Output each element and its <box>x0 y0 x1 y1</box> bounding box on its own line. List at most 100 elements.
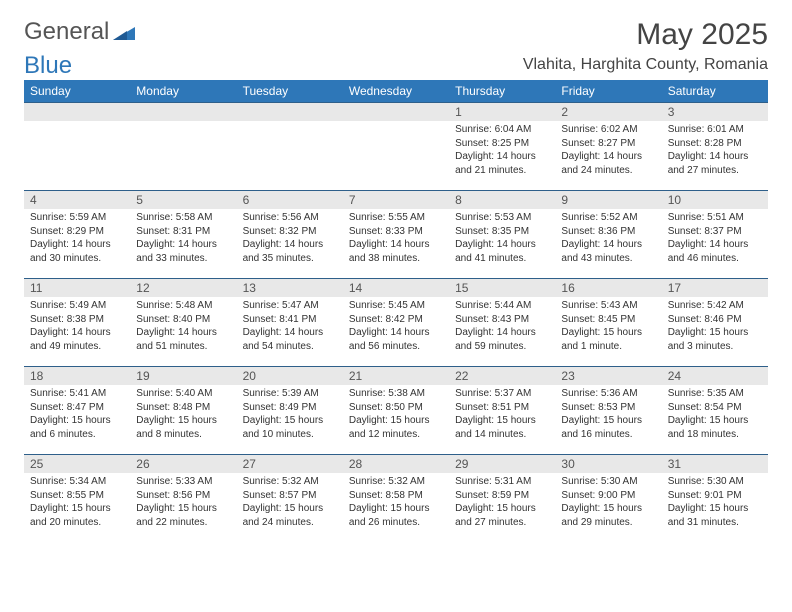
calendar-day-cell: 18Sunrise: 5:41 AMSunset: 8:47 PMDayligh… <box>24 367 130 455</box>
location-text: Vlahita, Harghita County, Romania <box>523 56 768 74</box>
calendar-empty-cell <box>130 103 236 191</box>
day-body: Sunrise: 5:35 AMSunset: 8:54 PMDaylight:… <box>662 385 768 445</box>
day-body: Sunrise: 5:31 AMSunset: 8:59 PMDaylight:… <box>449 473 555 533</box>
calendar-day-cell: 25Sunrise: 5:34 AMSunset: 8:55 PMDayligh… <box>24 455 130 543</box>
day-number: 4 <box>24 191 130 209</box>
day-number: 12 <box>130 279 236 297</box>
day-body: Sunrise: 5:39 AMSunset: 8:49 PMDaylight:… <box>237 385 343 445</box>
calendar-day-cell: 16Sunrise: 5:43 AMSunset: 8:45 PMDayligh… <box>555 279 661 367</box>
calendar-day-cell: 27Sunrise: 5:32 AMSunset: 8:57 PMDayligh… <box>237 455 343 543</box>
day-number: 29 <box>449 455 555 473</box>
calendar-day-cell: 17Sunrise: 5:42 AMSunset: 8:46 PMDayligh… <box>662 279 768 367</box>
day-body: Sunrise: 5:43 AMSunset: 8:45 PMDaylight:… <box>555 297 661 357</box>
calendar-day-cell: 11Sunrise: 5:49 AMSunset: 8:38 PMDayligh… <box>24 279 130 367</box>
calendar-day-cell: 10Sunrise: 5:51 AMSunset: 8:37 PMDayligh… <box>662 191 768 279</box>
calendar-empty-cell <box>24 103 130 191</box>
calendar-day-cell: 15Sunrise: 5:44 AMSunset: 8:43 PMDayligh… <box>449 279 555 367</box>
day-body: Sunrise: 5:59 AMSunset: 8:29 PMDaylight:… <box>24 209 130 269</box>
day-number: 18 <box>24 367 130 385</box>
brand-word2: Blue <box>24 52 72 80</box>
day-body: Sunrise: 6:04 AMSunset: 8:25 PMDaylight:… <box>449 121 555 181</box>
day-number: 3 <box>662 103 768 121</box>
calendar-day-cell: 20Sunrise: 5:39 AMSunset: 8:49 PMDayligh… <box>237 367 343 455</box>
brand-word1: General <box>24 18 109 46</box>
day-number: 14 <box>343 279 449 297</box>
calendar-empty-cell <box>343 103 449 191</box>
day-body: Sunrise: 5:38 AMSunset: 8:50 PMDaylight:… <box>343 385 449 445</box>
calendar-day-cell: 14Sunrise: 5:45 AMSunset: 8:42 PMDayligh… <box>343 279 449 367</box>
day-number: 28 <box>343 455 449 473</box>
calendar-week-row: 4Sunrise: 5:59 AMSunset: 8:29 PMDaylight… <box>24 191 768 279</box>
day-body: Sunrise: 5:34 AMSunset: 8:55 PMDaylight:… <box>24 473 130 533</box>
day-number: 26 <box>130 455 236 473</box>
day-number-empty <box>343 103 449 121</box>
day-number: 27 <box>237 455 343 473</box>
day-number-empty <box>237 103 343 121</box>
day-number: 23 <box>555 367 661 385</box>
day-body: Sunrise: 5:36 AMSunset: 8:53 PMDaylight:… <box>555 385 661 445</box>
weekday-header: Wednesday <box>343 80 449 103</box>
calendar-day-cell: 12Sunrise: 5:48 AMSunset: 8:40 PMDayligh… <box>130 279 236 367</box>
day-body: Sunrise: 6:01 AMSunset: 8:28 PMDaylight:… <box>662 121 768 181</box>
day-body: Sunrise: 5:56 AMSunset: 8:32 PMDaylight:… <box>237 209 343 269</box>
day-body: Sunrise: 5:40 AMSunset: 8:48 PMDaylight:… <box>130 385 236 445</box>
day-body: Sunrise: 6:02 AMSunset: 8:27 PMDaylight:… <box>555 121 661 181</box>
day-body: Sunrise: 5:55 AMSunset: 8:33 PMDaylight:… <box>343 209 449 269</box>
calendar-day-cell: 29Sunrise: 5:31 AMSunset: 8:59 PMDayligh… <box>449 455 555 543</box>
day-body: Sunrise: 5:58 AMSunset: 8:31 PMDaylight:… <box>130 209 236 269</box>
day-body: Sunrise: 5:49 AMSunset: 8:38 PMDaylight:… <box>24 297 130 357</box>
calendar-day-cell: 28Sunrise: 5:32 AMSunset: 8:58 PMDayligh… <box>343 455 449 543</box>
day-number: 11 <box>24 279 130 297</box>
day-body: Sunrise: 5:44 AMSunset: 8:43 PMDaylight:… <box>449 297 555 357</box>
day-body: Sunrise: 5:33 AMSunset: 8:56 PMDaylight:… <box>130 473 236 533</box>
day-number: 22 <box>449 367 555 385</box>
calendar-day-cell: 6Sunrise: 5:56 AMSunset: 8:32 PMDaylight… <box>237 191 343 279</box>
day-body: Sunrise: 5:52 AMSunset: 8:36 PMDaylight:… <box>555 209 661 269</box>
calendar-day-cell: 9Sunrise: 5:52 AMSunset: 8:36 PMDaylight… <box>555 191 661 279</box>
calendar-day-cell: 22Sunrise: 5:37 AMSunset: 8:51 PMDayligh… <box>449 367 555 455</box>
weekday-header: Saturday <box>662 80 768 103</box>
day-number: 16 <box>555 279 661 297</box>
calendar-day-cell: 21Sunrise: 5:38 AMSunset: 8:50 PMDayligh… <box>343 367 449 455</box>
calendar-day-cell: 31Sunrise: 5:30 AMSunset: 9:01 PMDayligh… <box>662 455 768 543</box>
day-number: 31 <box>662 455 768 473</box>
day-number: 21 <box>343 367 449 385</box>
calendar-table: SundayMondayTuesdayWednesdayThursdayFrid… <box>24 80 768 543</box>
logo-triangle-icon <box>113 24 135 40</box>
day-body: Sunrise: 5:51 AMSunset: 8:37 PMDaylight:… <box>662 209 768 269</box>
day-number: 1 <box>449 103 555 121</box>
day-number: 20 <box>237 367 343 385</box>
weekday-header: Thursday <box>449 80 555 103</box>
day-body: Sunrise: 5:32 AMSunset: 8:58 PMDaylight:… <box>343 473 449 533</box>
calendar-empty-cell <box>237 103 343 191</box>
day-number: 19 <box>130 367 236 385</box>
calendar-day-cell: 23Sunrise: 5:36 AMSunset: 8:53 PMDayligh… <box>555 367 661 455</box>
calendar-day-cell: 19Sunrise: 5:40 AMSunset: 8:48 PMDayligh… <box>130 367 236 455</box>
weekday-header: Monday <box>130 80 236 103</box>
weekday-header: Friday <box>555 80 661 103</box>
day-number: 13 <box>237 279 343 297</box>
calendar-day-cell: 7Sunrise: 5:55 AMSunset: 8:33 PMDaylight… <box>343 191 449 279</box>
calendar-week-row: 18Sunrise: 5:41 AMSunset: 8:47 PMDayligh… <box>24 367 768 455</box>
day-number: 8 <box>449 191 555 209</box>
day-body: Sunrise: 5:41 AMSunset: 8:47 PMDaylight:… <box>24 385 130 445</box>
day-body: Sunrise: 5:37 AMSunset: 8:51 PMDaylight:… <box>449 385 555 445</box>
day-number: 15 <box>449 279 555 297</box>
day-body: Sunrise: 5:30 AMSunset: 9:01 PMDaylight:… <box>662 473 768 533</box>
day-number: 5 <box>130 191 236 209</box>
calendar-week-row: 25Sunrise: 5:34 AMSunset: 8:55 PMDayligh… <box>24 455 768 543</box>
calendar-week-row: 1Sunrise: 6:04 AMSunset: 8:25 PMDaylight… <box>24 103 768 191</box>
header: General May 2025 <box>24 18 768 52</box>
calendar-day-cell: 30Sunrise: 5:30 AMSunset: 9:00 PMDayligh… <box>555 455 661 543</box>
day-number: 9 <box>555 191 661 209</box>
day-body: Sunrise: 5:45 AMSunset: 8:42 PMDaylight:… <box>343 297 449 357</box>
day-body: Sunrise: 5:30 AMSunset: 9:00 PMDaylight:… <box>555 473 661 533</box>
day-number: 17 <box>662 279 768 297</box>
calendar-day-cell: 8Sunrise: 5:53 AMSunset: 8:35 PMDaylight… <box>449 191 555 279</box>
month-title: May 2025 <box>636 18 768 52</box>
calendar-day-cell: 1Sunrise: 6:04 AMSunset: 8:25 PMDaylight… <box>449 103 555 191</box>
weekday-header: Tuesday <box>237 80 343 103</box>
calendar-day-cell: 26Sunrise: 5:33 AMSunset: 8:56 PMDayligh… <box>130 455 236 543</box>
day-body: Sunrise: 5:42 AMSunset: 8:46 PMDaylight:… <box>662 297 768 357</box>
calendar-day-cell: 3Sunrise: 6:01 AMSunset: 8:28 PMDaylight… <box>662 103 768 191</box>
